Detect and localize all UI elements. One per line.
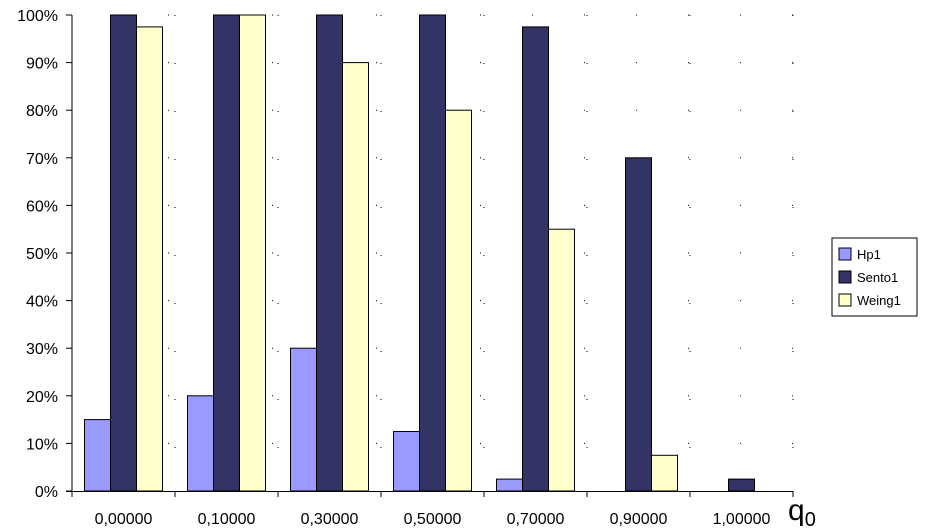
bar-layer (84, 14, 755, 492)
x-tick-label: 0,90000 (610, 511, 668, 528)
legend-label-sento1: Sento1 (857, 270, 898, 285)
bar-weing1 (342, 62, 369, 492)
x-axis-label-subscript: 0 (805, 509, 816, 530)
bar-sento1 (419, 14, 446, 492)
x-axis-label-main: q (788, 494, 805, 527)
bar-weing1 (651, 454, 678, 492)
legend-label-weing1: Weing1 (857, 293, 901, 308)
bar-weing1 (548, 228, 575, 492)
bar-sento1 (213, 14, 240, 492)
x-tick-label: 0,00000 (95, 511, 153, 528)
bar-sento1 (625, 157, 652, 492)
y-tick-label: 100% (17, 8, 58, 25)
bar-sento1 (110, 14, 137, 492)
legend-swatch-sento1 (838, 270, 852, 284)
x-tick-label: 0,30000 (301, 511, 359, 528)
bar-weing1 (445, 109, 472, 492)
bar-hp1 (496, 478, 523, 492)
x-axis-label-text: q0 (788, 494, 816, 530)
bar-sento1 (728, 478, 755, 492)
bar-sento1 (522, 26, 549, 492)
legend: Hp1 Sento1 Weing1 (831, 237, 918, 317)
legend-swatch-weing1 (838, 293, 852, 307)
y-tick-label: 90% (26, 56, 58, 73)
bar-hp1 (84, 419, 111, 492)
y-tick-label: 0% (35, 484, 58, 501)
y-tick-label: 80% (26, 103, 58, 120)
y-tick-label: 40% (26, 294, 58, 311)
y-tick-label: 60% (26, 198, 58, 215)
y-tick-label: 30% (26, 341, 58, 358)
legend-swatch-hp1 (838, 247, 852, 261)
y-tick-label: 50% (26, 246, 58, 263)
bar-hp1 (290, 347, 317, 492)
x-axis-label: q0 (788, 494, 816, 530)
y-tick-label: 70% (26, 151, 58, 168)
y-tick-label: 10% (26, 436, 58, 453)
bar-weing1 (239, 14, 266, 492)
x-tick-label: 1,00000 (713, 511, 771, 528)
bar-weing1 (136, 26, 163, 492)
x-tick-label: 0,10000 (198, 511, 256, 528)
y-tick-label: 20% (26, 389, 58, 406)
legend-label-hp1: Hp1 (857, 247, 881, 262)
bar-hp1 (187, 395, 214, 492)
x-tick-label: 0,50000 (404, 511, 462, 528)
x-tick-label: 0,70000 (507, 511, 565, 528)
bar-sento1 (316, 14, 343, 492)
bar-hp1 (393, 431, 420, 492)
axis-layer: 0% 10% 20% 30% 40% 50% 60% 70% 80% 90% 100% 0,00000… (17, 8, 794, 528)
